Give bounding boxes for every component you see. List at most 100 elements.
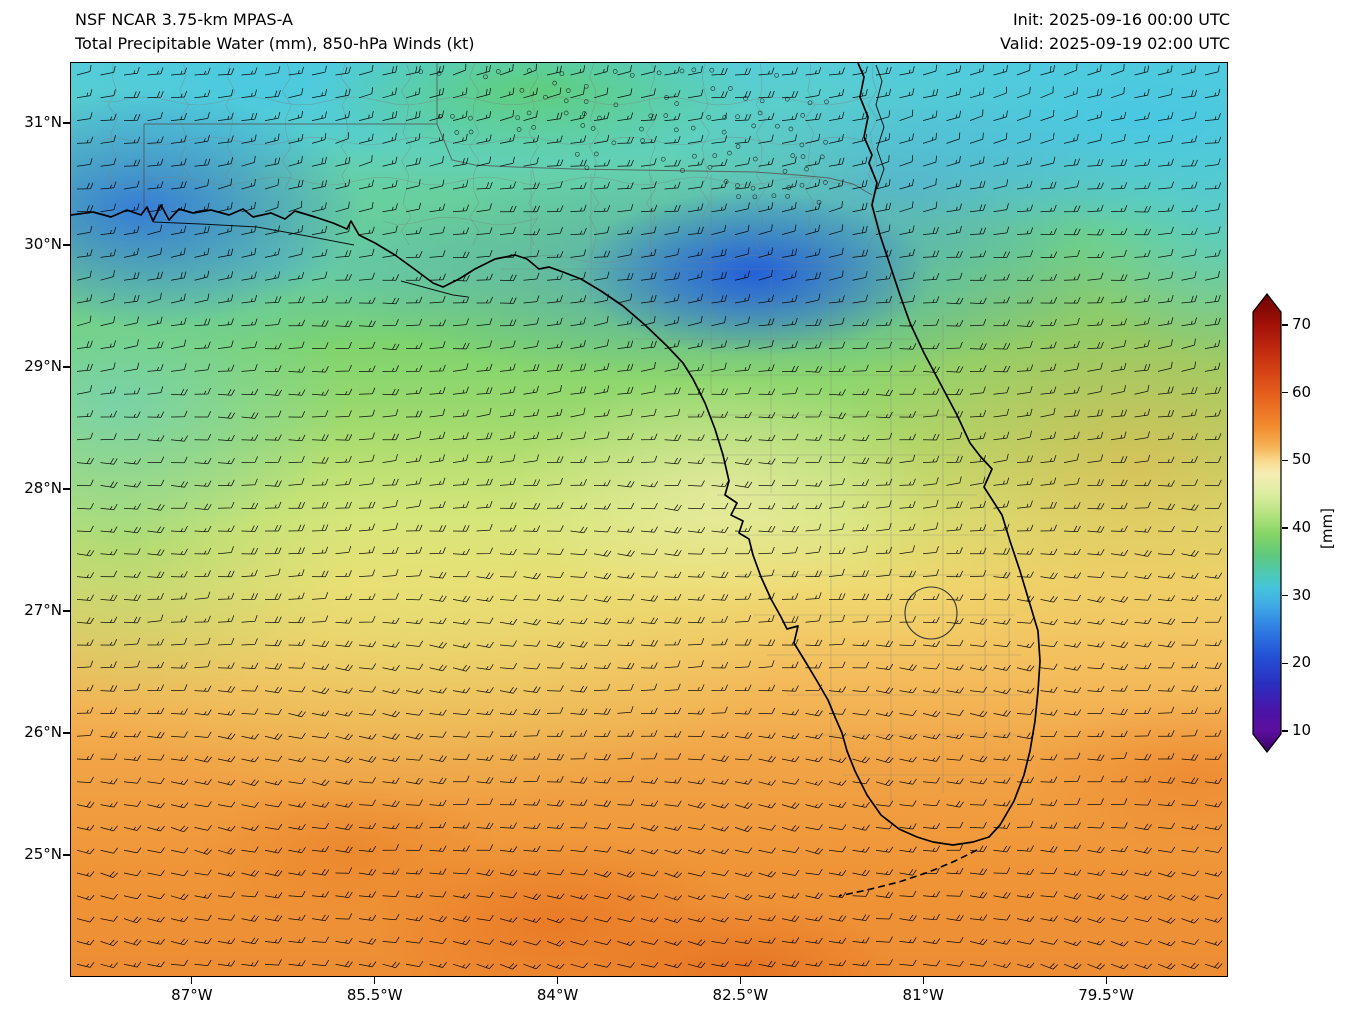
- stipple-dot: [706, 114, 712, 120]
- stipple-dot: [563, 98, 569, 104]
- stipple-dot: [543, 94, 548, 100]
- stipple-dot: [722, 114, 728, 120]
- lat-tick-mark: [63, 244, 70, 246]
- lat-tick-label: 29°N: [24, 357, 62, 375]
- stipple-dot: [418, 69, 424, 75]
- stipple-dot: [799, 182, 805, 188]
- stipple-dot: [454, 130, 460, 135]
- stipple-dot: [790, 153, 796, 158]
- colorbar-tick-mark: [1282, 527, 1288, 529]
- lon-tick-mark: [556, 977, 559, 984]
- stipple-dot: [583, 83, 589, 89]
- colorbar-tick-label: 70: [1292, 315, 1312, 333]
- stipple-dot: [691, 67, 697, 73]
- stipple-dot: [774, 72, 779, 78]
- stipple-dot: [800, 113, 806, 118]
- colorbar-tick-label: 60: [1292, 382, 1312, 401]
- stipple-dot: [752, 194, 758, 200]
- coastline: [71, 63, 1041, 846]
- lat-tick-label: 25°N: [24, 845, 62, 863]
- lat-tick-mark: [63, 366, 70, 368]
- stipple-dot: [750, 185, 756, 191]
- stipple-dot: [735, 144, 741, 149]
- lat-tick-mark: [63, 122, 70, 124]
- stipple-dot: [531, 125, 537, 130]
- stipple-dot: [611, 140, 617, 146]
- stipple-dot: [584, 165, 590, 171]
- lon-tick-label: 82.5°W: [712, 986, 769, 1004]
- lon-tick-mark: [374, 977, 376, 984]
- stipple-dot: [574, 151, 580, 157]
- stipple-dot: [823, 139, 828, 145]
- lon-tick-label: 79.5°W: [1078, 986, 1134, 1004]
- stipple-dot: [450, 113, 455, 119]
- stipple-dot: [752, 156, 758, 162]
- lon-tick-label: 84°W: [536, 986, 579, 1004]
- stipple-dot: [437, 114, 443, 119]
- stipple-dot: [771, 193, 777, 199]
- colorbar-tick-label: 30: [1292, 585, 1312, 604]
- stipple-dot: [590, 126, 596, 131]
- map-overlay: [71, 63, 1223, 970]
- colorbar-tick-mark: [1282, 662, 1288, 664]
- stipple-dot: [663, 113, 669, 118]
- stipple-dot: [721, 129, 727, 135]
- colorbar-tick-mark: [1282, 392, 1288, 394]
- stipple-dot: [526, 110, 532, 116]
- stipple-dot: [692, 153, 697, 159]
- stipple-dot: [736, 194, 741, 200]
- stipple-dot: [656, 70, 662, 76]
- stipple-dot: [824, 99, 829, 105]
- stipple-dot: [735, 114, 740, 120]
- stipple-dot: [612, 69, 618, 74]
- colorbar-gradient-bar: [1252, 293, 1282, 753]
- stipple-dot: [580, 123, 586, 128]
- lon-tick-label: 87°W: [171, 986, 213, 1004]
- stipple-dot: [775, 123, 780, 129]
- colorbar-tick-label: 50: [1292, 450, 1312, 469]
- colorbar-tick-label: 20: [1292, 653, 1312, 672]
- florida-keys: [838, 849, 978, 897]
- stipple-dot: [751, 123, 757, 129]
- stipple-dot: [565, 88, 571, 93]
- stipple-dot: [629, 72, 635, 78]
- colorbar-tick-mark: [1282, 730, 1288, 732]
- lat-tick-mark: [63, 610, 70, 612]
- title-block: NSF NCAR 3.75-km MPAS-A Total Precipitab…: [75, 8, 474, 56]
- stipple-dot: [707, 164, 713, 170]
- map-panel: [70, 62, 1228, 977]
- stipple-dot: [823, 180, 828, 185]
- lat-tick-label: 26°N: [24, 723, 62, 741]
- stipple-dot: [552, 80, 558, 86]
- colorbar-tick-label: 10: [1292, 721, 1312, 739]
- lon-tick-mark: [922, 977, 924, 984]
- stipple-dot: [816, 199, 822, 205]
- stipple-dot: [728, 86, 733, 91]
- stipple-dot: [727, 150, 732, 156]
- stipple-dot: [559, 71, 565, 77]
- stipple-dot: [807, 100, 813, 106]
- stipple-dot: [759, 98, 765, 104]
- lat-tick-label: 27°N: [24, 601, 62, 619]
- lat-tick-mark: [63, 732, 70, 734]
- colorbar-tick-label: 40: [1292, 518, 1312, 536]
- stipple-dot: [673, 127, 679, 133]
- stipple-dot: [679, 68, 685, 74]
- stipple-dot: [516, 127, 522, 132]
- stipple-dot: [800, 154, 806, 159]
- product-title: Total Precipitable Water (mm), 850-hPa W…: [75, 34, 475, 53]
- colorbar-tick-mark: [1282, 595, 1288, 597]
- colorbar-unit-label: [mm]: [1318, 508, 1336, 549]
- valid-time: Valid: 2025-09-19 02:00 UTC: [999, 34, 1230, 53]
- stipple-dot: [660, 156, 666, 162]
- stipple-dot: [583, 99, 589, 104]
- stipple-dot: [519, 88, 525, 93]
- lon-tick-label: 81°W: [902, 986, 944, 1004]
- county-boundaries: [100, 63, 1023, 803]
- barrier-islands: [152, 64, 885, 298]
- lat-tick-label: 31°N: [24, 113, 62, 131]
- stipple-dot: [804, 166, 809, 172]
- lat-tick-mark: [63, 854, 70, 856]
- stipple-dot: [593, 151, 599, 157]
